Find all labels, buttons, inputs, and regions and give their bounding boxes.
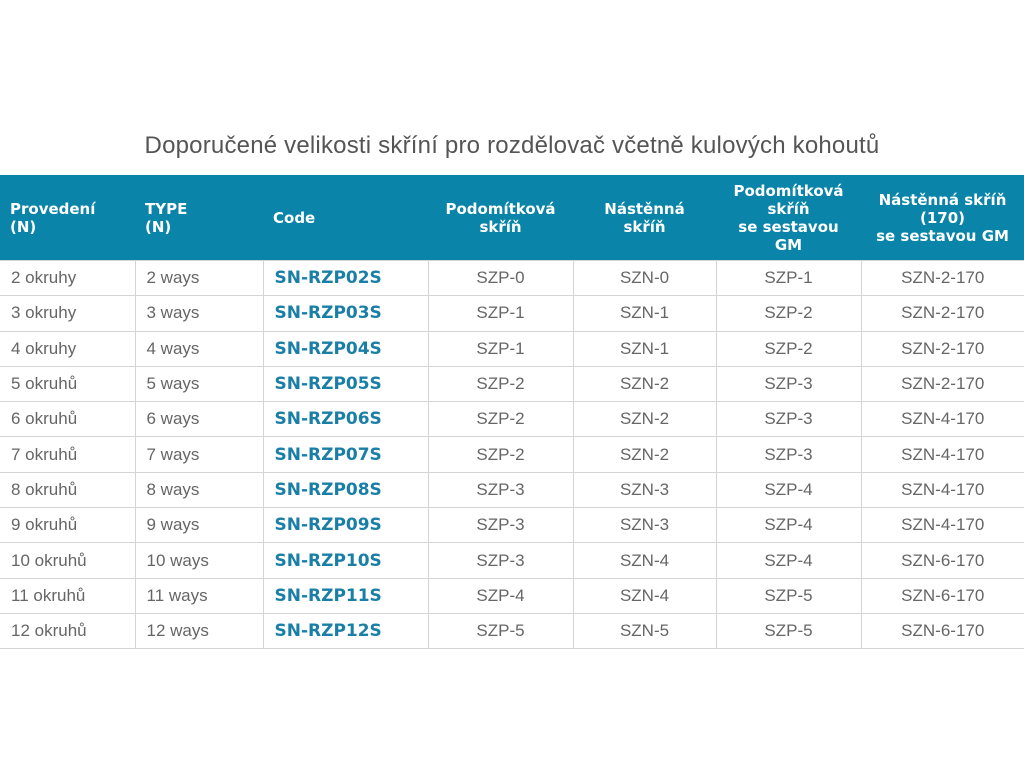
cell-code: SN-RZP09S	[262, 507, 429, 544]
cell-podomitkova: SZP-3	[427, 507, 574, 544]
table-row: 9 okruhů 9 ways SN-RZP09S SZP-3 SZN-3 SZP-4 SZ…	[0, 507, 1024, 544]
cell-podomitkova: SZP-3	[427, 542, 574, 579]
header-provedeni: Provedení (N)	[0, 175, 135, 261]
cell-type: 9 ways	[134, 507, 264, 544]
cell-code: SN-RZP10S	[262, 542, 429, 579]
cell-nastenna: SZN-3	[572, 507, 717, 544]
cell-nastenna: SZN-1	[572, 330, 717, 367]
cell-provedeni: 7 okruhů	[0, 436, 136, 473]
cell-podomitkova: SZP-2	[427, 401, 574, 438]
table-row: 11 okruhů 11 ways SN-RZP11S SZP-4 SZN-4 SZP-5…	[0, 577, 1024, 614]
cell-nastenna-gm: SZN-4-170	[860, 507, 1024, 544]
cell-podomitkova: SZP-1	[427, 330, 574, 367]
cell-code: SN-RZP03S	[262, 295, 429, 332]
header-type: TYPE (N)	[135, 175, 263, 261]
cell-podomitkova-gm: SZP-4	[715, 471, 862, 509]
table-row: 5 okruhů 5 ways SN-RZP05S SZP-2 SZN-2 SZP-3 SZ…	[0, 365, 1024, 403]
cell-nastenna-gm: SZN-4-170	[860, 471, 1024, 509]
cell-provedeni: 5 okruhů	[0, 365, 136, 403]
cell-nastenna: SZN-2	[572, 401, 717, 438]
table-row: 2 okruhy 2 ways SN-RZP02S SZP-0 SZN-0 SZP-1 SZ…	[0, 259, 1024, 297]
header-code: Code	[263, 175, 428, 261]
cell-nastenna: SZN-0	[572, 259, 717, 297]
cell-nastenna-gm: SZN-2-170	[860, 259, 1024, 297]
cell-podomitkova-gm: SZP-4	[715, 542, 862, 579]
cell-code: SN-RZP06S	[262, 401, 429, 438]
table-row: 6 okruhů 6 ways SN-RZP06S SZP-2 SZN-2 SZP-3 SZ…	[0, 401, 1024, 438]
cell-type: 8 ways	[134, 471, 264, 509]
cell-nastenna: SZN-1	[572, 295, 717, 332]
cell-nastenna-gm: SZN-6-170	[860, 542, 1024, 579]
cell-nastenna-gm: SZN-6-170	[860, 612, 1024, 650]
cell-provedeni: 3 okruhy	[0, 295, 136, 332]
table-title: Doporučené velikosti skříní pro rozdělov…	[144, 132, 880, 159]
cell-code: SN-RZP11S	[262, 577, 429, 614]
cell-provedeni: 10 okruhů	[0, 542, 136, 579]
header-row: Provedení (N) TYPE (N) Code Podomítková skříň N…	[0, 175, 1024, 261]
table-row: 4 okruhy 4 ways SN-RZP04S SZP-1 SZN-1 SZP-2 SZ…	[0, 330, 1024, 367]
cell-type: 5 ways	[134, 365, 264, 403]
cell-nastenna-gm: SZN-6-170	[860, 577, 1024, 614]
cell-nastenna: SZN-2	[572, 436, 717, 473]
table-row: 3 okruhy 3 ways SN-RZP03S SZP-1 SZN-1 SZP-2 SZ…	[0, 295, 1024, 332]
table-row: 8 okruhů 8 ways SN-RZP08S SZP-3 SZN-3 SZP-4 SZ…	[0, 471, 1024, 509]
cell-podomitkova: SZP-4	[427, 577, 574, 614]
cell-podomitkova-gm: SZP-3	[715, 401, 862, 438]
cell-type: 4 ways	[134, 330, 264, 367]
cell-provedeni: 8 okruhů	[0, 471, 136, 509]
cell-provedeni: 6 okruhů	[0, 401, 136, 438]
cell-type: 7 ways	[134, 436, 264, 473]
cell-podomitkova-gm: SZP-5	[715, 612, 862, 650]
cell-podomitkova-gm: SZP-5	[715, 577, 862, 614]
cell-nastenna: SZN-3	[572, 471, 717, 509]
table-row: 12 okruhů 12 ways SN-RZP12S SZP-5 SZN-5 SZP-5…	[0, 612, 1024, 650]
cell-nastenna: SZN-2	[572, 365, 717, 403]
header-nastenna-gm: Nástěnná skříň (170) se sestavou GM	[861, 175, 1024, 261]
cell-nastenna-gm: SZN-4-170	[860, 436, 1024, 473]
header-podomitkova: Podomítková skříň	[428, 175, 573, 261]
cell-podomitkova: SZP-2	[427, 365, 574, 403]
cell-code: SN-RZP02S	[262, 259, 429, 297]
cell-podomitkova: SZP-5	[427, 612, 574, 650]
cell-provedeni: 11 okruhů	[0, 577, 136, 614]
cell-nastenna-gm: SZN-2-170	[860, 330, 1024, 367]
cell-provedeni: 12 okruhů	[0, 612, 136, 650]
cell-podomitkova: SZP-1	[427, 295, 574, 332]
cell-podomitkova-gm: SZP-1	[715, 259, 862, 297]
header-podomitkova-gm: Podomítková skříň se sestavou GM	[716, 175, 861, 261]
cell-nastenna-gm: SZN-4-170	[860, 401, 1024, 438]
cell-podomitkova-gm: SZP-3	[715, 365, 862, 403]
cell-podomitkova-gm: SZP-2	[715, 295, 862, 332]
cell-nastenna-gm: SZN-2-170	[860, 365, 1024, 403]
cell-type: 10 ways	[134, 542, 264, 579]
cell-type: 11 ways	[134, 577, 264, 614]
cell-podomitkova-gm: SZP-2	[715, 330, 862, 367]
cell-provedeni: 9 okruhů	[0, 507, 136, 544]
cell-type: 12 ways	[134, 612, 264, 650]
header-nastenna: Nástěnná skříň	[573, 175, 716, 261]
cell-podomitkova-gm: SZP-3	[715, 436, 862, 473]
cell-type: 3 ways	[134, 295, 264, 332]
cell-code: SN-RZP08S	[262, 471, 429, 509]
cell-podomitkova: SZP-3	[427, 471, 574, 509]
cell-nastenna: SZN-5	[572, 612, 717, 650]
cabinet-size-table: Provedení (N) TYPE (N) Code Podomítková skříň N…	[0, 175, 1024, 650]
cell-type: 6 ways	[134, 401, 264, 438]
cell-code: SN-RZP04S	[262, 330, 429, 367]
cell-nastenna-gm: SZN-2-170	[860, 295, 1024, 332]
cell-code: SN-RZP05S	[262, 365, 429, 403]
table-row: 10 okruhů 10 ways SN-RZP10S SZP-3 SZN-4 SZP-4…	[0, 542, 1024, 579]
cell-type: 2 ways	[134, 259, 264, 297]
cell-podomitkova: SZP-0	[427, 259, 574, 297]
cell-provedeni: 2 okruhy	[0, 259, 136, 297]
cell-code: SN-RZP12S	[262, 612, 429, 650]
cell-podomitkova-gm: SZP-4	[715, 507, 862, 544]
table-row: 7 okruhů 7 ways SN-RZP07S SZP-2 SZN-2 SZP-3 SZ…	[0, 436, 1024, 473]
cell-code: SN-RZP07S	[262, 436, 429, 473]
cell-nastenna: SZN-4	[572, 577, 717, 614]
cell-nastenna: SZN-4	[572, 542, 717, 579]
cell-provedeni: 4 okruhy	[0, 330, 136, 367]
cell-podomitkova: SZP-2	[427, 436, 574, 473]
